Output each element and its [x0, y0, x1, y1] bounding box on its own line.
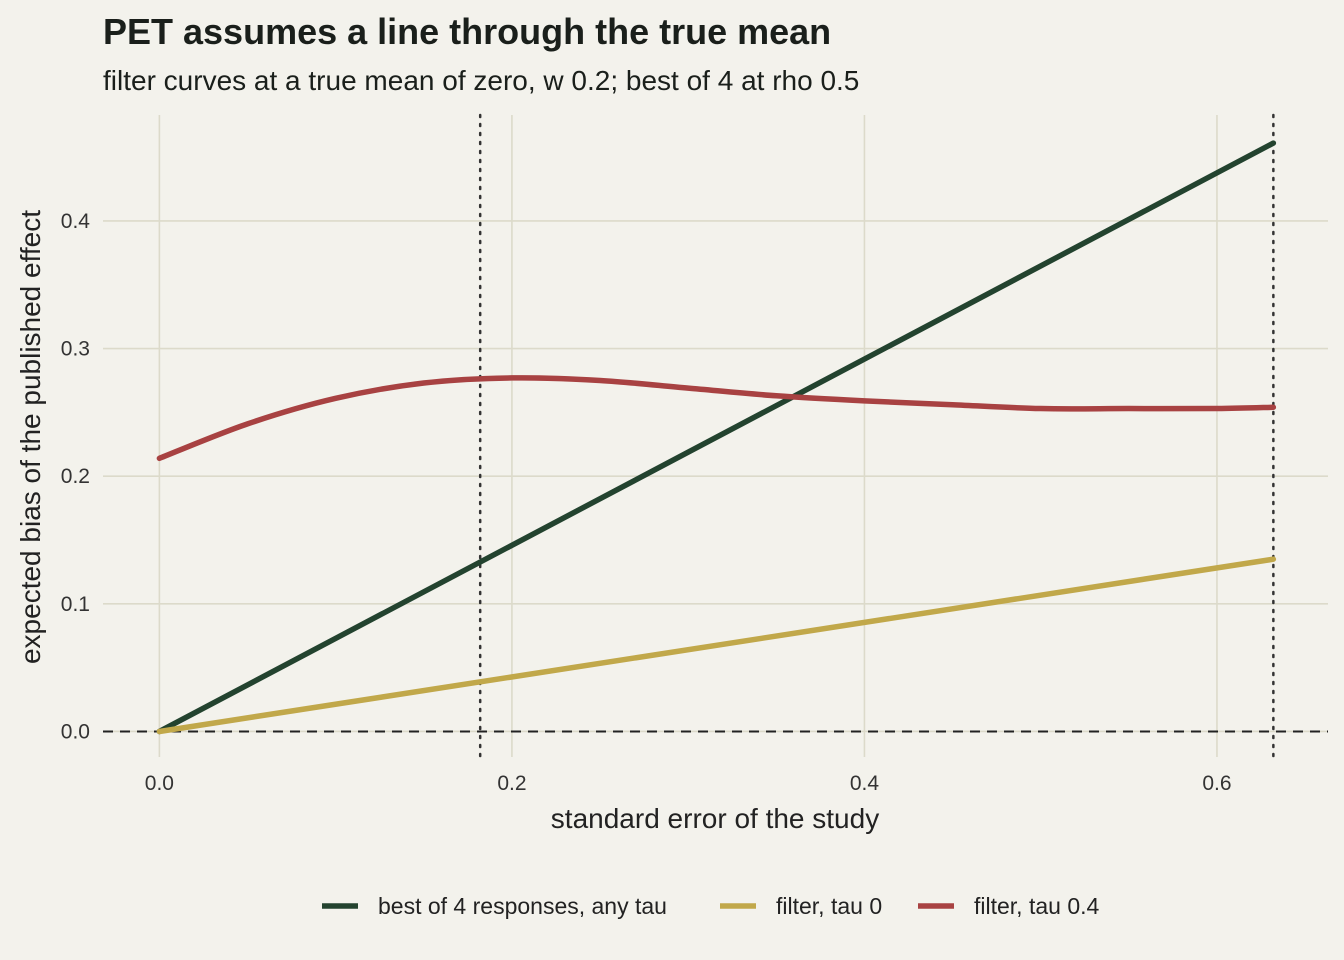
x-tick-label: 0.2: [497, 772, 526, 795]
chart-subtitle: filter curves at a true mean of zero, w …: [103, 65, 859, 96]
reference-lines: [103, 113, 1328, 759]
y-tick-label: 0.4: [61, 210, 91, 233]
y-tick-labels: 0.0 0.1 0.2 0.3 0.4: [61, 210, 91, 744]
x-axis-title: standard error of the study: [551, 803, 879, 834]
y-tick-label: 0.1: [61, 593, 90, 616]
y-tick-label: 0.0: [61, 720, 90, 743]
legend-label-0: best of 4 responses, any tau: [378, 893, 667, 919]
chart-title: PET assumes a line through the true mean: [103, 11, 831, 52]
y-tick-label: 0.3: [61, 338, 90, 361]
y-tick-label: 0.2: [61, 465, 90, 488]
series-line-0: [156, 140, 1277, 735]
legend-label-1: filter, tau 0: [776, 893, 882, 919]
x-tick-labels: 0.0 0.2 0.4 0.6: [145, 772, 1232, 795]
series-line-2: [156, 375, 1277, 462]
x-tick-label: 0.6: [1202, 772, 1231, 795]
series-lines: [156, 140, 1277, 735]
x-tick-label: 0.4: [850, 772, 880, 795]
legend-label-2: filter, tau 0.4: [974, 893, 1100, 919]
series-line-1: [156, 556, 1277, 735]
x-tick-label: 0.0: [145, 772, 174, 795]
y-axis-title: expected bias of the published effect: [15, 210, 46, 664]
legend: best of 4 responses, any tau filter, tau …: [322, 893, 1100, 919]
